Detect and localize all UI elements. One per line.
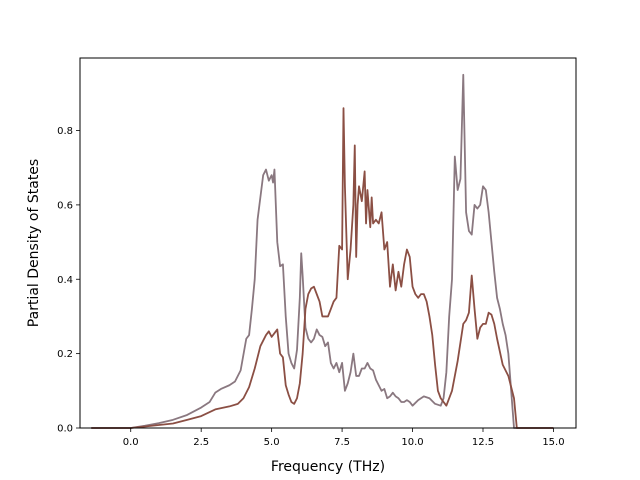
x-tick-label: 10.0 [401,437,423,448]
x-tick-label: 5.0 [264,437,280,448]
series-layer [91,73,554,429]
x-tick-label: 15.0 [542,437,564,448]
x-tick-label: 0.0 [123,437,139,448]
y-tick-label: 0.4 [57,275,73,286]
series-line-1 [91,73,554,429]
x-axis: 0.0 2.5 5.0 7.5 10.0 12.5 15.0 [123,428,565,448]
y-tick-label: 0.8 [57,126,73,137]
y-tick-label: 0.6 [57,200,73,211]
x-tick-label: 7.5 [334,437,350,448]
x-tick-label: 12.5 [472,437,494,448]
y-tick-label: 0.2 [57,349,73,360]
y-tick-label: 0.0 [57,424,73,435]
y-axis: 0.0 0.2 0.4 0.6 0.8 [57,126,80,435]
x-axis-label: Frequency (THz) [271,459,385,475]
y-axis-label: Partial Density of States [26,159,42,327]
plot-frame [79,57,577,429]
series-line-2 [91,107,554,429]
x-tick-label: 2.5 [193,437,209,448]
